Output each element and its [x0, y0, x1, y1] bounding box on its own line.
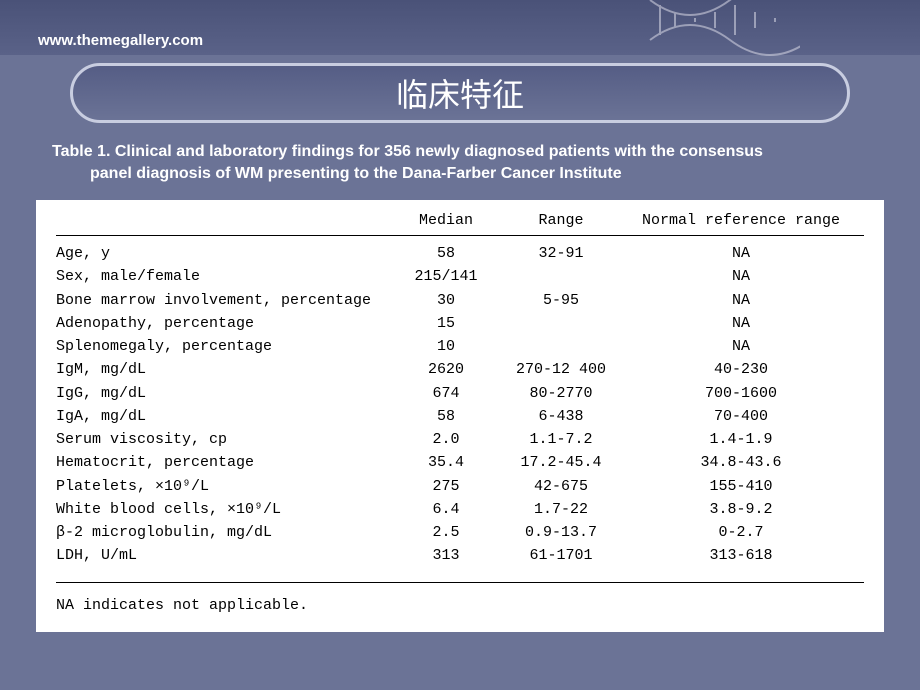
cell-param: Platelets, ×10⁹/L	[56, 475, 396, 498]
cell-range: 270-12 400	[496, 358, 626, 381]
table-row: IgM, mg/dL2620270-12 40040-230	[56, 358, 864, 381]
cell-range	[496, 312, 626, 335]
cell-range: 5-95	[496, 289, 626, 312]
caption-line-2: panel diagnosis of WM presenting to the …	[52, 163, 860, 185]
cell-range: 6-438	[496, 405, 626, 428]
table-caption: Table 1. Clinical and laboratory finding…	[0, 123, 920, 194]
table-row: Bone marrow involvement, percentage305-9…	[56, 289, 864, 312]
table-header-row: Median Range Normal reference range	[56, 212, 864, 236]
cell-range	[496, 335, 626, 358]
cell-param: LDH, U/mL	[56, 544, 396, 567]
cell-param: White blood cells, ×10⁹/L	[56, 498, 396, 521]
cell-range: 42-675	[496, 475, 626, 498]
cell-ref: 155-410	[626, 475, 856, 498]
caption-line-1: Table 1. Clinical and laboratory finding…	[52, 143, 763, 160]
cell-range: 17.2-45.4	[496, 451, 626, 474]
col-header-ref: Normal reference range	[626, 212, 856, 229]
cell-ref: NA	[626, 335, 856, 358]
table-row: White blood cells, ×10⁹/L6.41.7-223.8-9.…	[56, 498, 864, 521]
cell-median: 215/141	[396, 265, 496, 288]
table-footnote: NA indicates not applicable.	[56, 582, 864, 614]
cell-median: 2.5	[396, 521, 496, 544]
table-row: IgG, mg/dL67480-2770700-1600	[56, 382, 864, 405]
cell-ref: NA	[626, 265, 856, 288]
cell-median: 2620	[396, 358, 496, 381]
table-body: Age, y5832-91NASex, male/female215/141NA…	[56, 242, 864, 568]
cell-median: 58	[396, 242, 496, 265]
clinical-table: Median Range Normal reference range Age,…	[36, 200, 884, 632]
cell-median: 15	[396, 312, 496, 335]
cell-ref: NA	[626, 312, 856, 335]
cell-param: IgG, mg/dL	[56, 382, 396, 405]
col-header-range: Range	[496, 212, 626, 229]
cell-param: Age, y	[56, 242, 396, 265]
cell-ref: 3.8-9.2	[626, 498, 856, 521]
table-row: Adenopathy, percentage15 NA	[56, 312, 864, 335]
cell-ref: NA	[626, 289, 856, 312]
table-row: Serum viscosity, cp2.01.1-7.21.4-1.9	[56, 428, 864, 451]
header-bar: www.themegallery.com	[0, 0, 920, 55]
cell-ref: 313-618	[626, 544, 856, 567]
cell-ref: 70-400	[626, 405, 856, 428]
cell-param: IgM, mg/dL	[56, 358, 396, 381]
cell-range: 32-91	[496, 242, 626, 265]
cell-median: 275	[396, 475, 496, 498]
cell-range: 1.7-22	[496, 498, 626, 521]
cell-param: Adenopathy, percentage	[56, 312, 396, 335]
cell-ref: 40-230	[626, 358, 856, 381]
cell-range: 61-1701	[496, 544, 626, 567]
cell-param: Hematocrit, percentage	[56, 451, 396, 474]
cell-median: 58	[396, 405, 496, 428]
cell-range: 1.1-7.2	[496, 428, 626, 451]
table-row: Age, y5832-91NA	[56, 242, 864, 265]
title-pill: 临床特征	[70, 63, 850, 123]
cell-median: 2.0	[396, 428, 496, 451]
cell-range: 0.9-13.7	[496, 521, 626, 544]
table-row: LDH, U/mL31361-1701313-618	[56, 544, 864, 567]
cell-median: 30	[396, 289, 496, 312]
table-row: IgA, mg/dL586-43870-400	[56, 405, 864, 428]
cell-ref: 34.8-43.6	[626, 451, 856, 474]
dna-decoration	[640, 0, 800, 70]
cell-ref: 700-1600	[626, 382, 856, 405]
cell-param: Splenomegaly, percentage	[56, 335, 396, 358]
cell-median: 6.4	[396, 498, 496, 521]
table-row: Splenomegaly, percentage10 NA	[56, 335, 864, 358]
cell-median: 674	[396, 382, 496, 405]
cell-ref: 0-2.7	[626, 521, 856, 544]
cell-param: IgA, mg/dL	[56, 405, 396, 428]
cell-ref: NA	[626, 242, 856, 265]
slide-title: 临床特征	[396, 70, 524, 116]
cell-param: Sex, male/female	[56, 265, 396, 288]
cell-range: 80-2770	[496, 382, 626, 405]
cell-median: 10	[396, 335, 496, 358]
cell-param: Serum viscosity, cp	[56, 428, 396, 451]
col-header-param	[56, 212, 396, 229]
cell-range	[496, 265, 626, 288]
cell-param: β-2 microglobulin, mg/dL	[56, 521, 396, 544]
table-row: Platelets, ×10⁹/L27542-675155-410	[56, 475, 864, 498]
col-header-median: Median	[396, 212, 496, 229]
cell-median: 35.4	[396, 451, 496, 474]
table-row: β-2 microglobulin, mg/dL2.50.9-13.70-2.7	[56, 521, 864, 544]
table-row: Sex, male/female215/141 NA	[56, 265, 864, 288]
cell-ref: 1.4-1.9	[626, 428, 856, 451]
table-row: Hematocrit, percentage35.417.2-45.434.8-…	[56, 451, 864, 474]
cell-param: Bone marrow involvement, percentage	[56, 289, 396, 312]
cell-median: 313	[396, 544, 496, 567]
